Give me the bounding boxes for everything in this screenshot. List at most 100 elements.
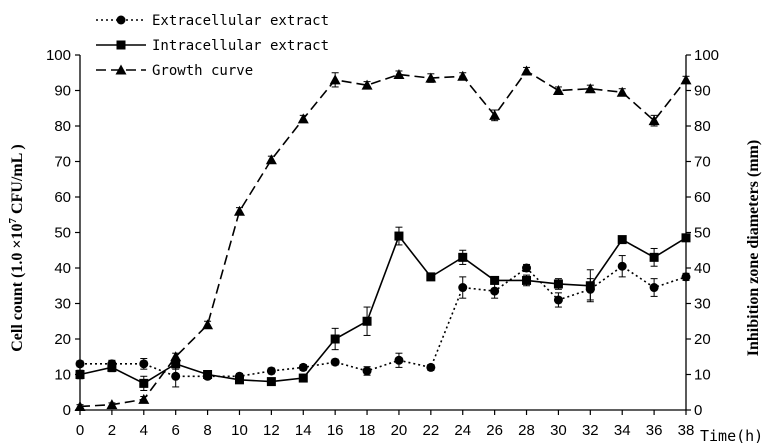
data-point bbox=[362, 316, 372, 326]
y-left-tick-label: 10 bbox=[54, 367, 71, 384]
y-right-tick-label: 60 bbox=[694, 189, 711, 206]
series-line bbox=[79, 234, 687, 385]
data-point bbox=[425, 72, 437, 83]
x-tick-label: 4 bbox=[140, 422, 148, 439]
x-tick-label: 36 bbox=[646, 422, 663, 439]
data-point bbox=[106, 399, 118, 410]
data-point bbox=[265, 154, 277, 165]
data-point bbox=[171, 359, 181, 369]
data-point bbox=[489, 109, 501, 120]
data-point bbox=[297, 113, 309, 124]
data-point bbox=[394, 231, 404, 241]
data-point bbox=[393, 69, 405, 80]
data-point bbox=[584, 83, 596, 94]
data-point bbox=[648, 115, 660, 126]
data-point bbox=[616, 86, 628, 97]
x-tick-label: 26 bbox=[486, 422, 503, 439]
ticks-layer: 0102030405060708090100010203040506070809… bbox=[46, 47, 719, 439]
series-line bbox=[80, 265, 687, 378]
data-point bbox=[139, 378, 149, 388]
y-left-tick-label: 50 bbox=[54, 225, 71, 242]
data-point bbox=[490, 286, 500, 296]
data-point bbox=[458, 283, 468, 293]
data-point bbox=[138, 393, 150, 404]
series-growth-curve bbox=[74, 65, 692, 411]
y-left-tick-label: 80 bbox=[54, 118, 71, 135]
data-point bbox=[426, 362, 436, 372]
x-tick-label: 38 bbox=[678, 422, 695, 439]
data-point bbox=[457, 70, 469, 81]
x-tick-label: 2 bbox=[108, 422, 116, 439]
data-point bbox=[362, 366, 372, 376]
data-point bbox=[75, 359, 85, 369]
x-tick-label: 18 bbox=[359, 422, 376, 439]
data-point bbox=[361, 79, 373, 90]
x-tick-label: 32 bbox=[582, 422, 599, 439]
legend: Extracellular extract Intracellular extra… bbox=[96, 13, 329, 79]
data-point bbox=[521, 65, 533, 76]
data-point bbox=[553, 295, 563, 305]
y-right-tick-label: 70 bbox=[694, 154, 711, 171]
data-point bbox=[458, 252, 468, 262]
y-right-tick-label: 20 bbox=[694, 331, 711, 348]
y-right-tick-label: 100 bbox=[694, 47, 719, 64]
data-point bbox=[522, 263, 532, 273]
x-tick-label: 0 bbox=[76, 422, 84, 439]
x-axis-title: Time(h) bbox=[700, 427, 763, 444]
data-point bbox=[681, 233, 691, 243]
x-tick-label: 10 bbox=[231, 422, 248, 439]
y-left-tick-label: 40 bbox=[54, 260, 71, 277]
data-point bbox=[680, 74, 692, 85]
data-point bbox=[330, 334, 340, 344]
data-point bbox=[298, 373, 308, 383]
data-point bbox=[266, 366, 276, 376]
legend-marker bbox=[115, 64, 127, 75]
x-tick-label: 20 bbox=[391, 422, 408, 439]
data-point bbox=[649, 252, 659, 262]
data-point bbox=[585, 284, 595, 294]
data-point bbox=[617, 261, 627, 271]
data-point bbox=[490, 275, 500, 285]
x-tick-label: 14 bbox=[295, 422, 312, 439]
y-left-tick-label: 30 bbox=[54, 296, 71, 313]
legend-entry-label: Extracellular extract bbox=[152, 13, 329, 29]
x-tick-label: 16 bbox=[327, 422, 344, 439]
legend-marker bbox=[116, 40, 126, 50]
data-point bbox=[203, 371, 213, 381]
data-point bbox=[617, 235, 627, 245]
x-tick-label: 24 bbox=[454, 422, 471, 439]
x-tick-label: 8 bbox=[203, 422, 211, 439]
series-line bbox=[79, 69, 687, 408]
data-point bbox=[234, 371, 244, 381]
data-point bbox=[330, 357, 340, 367]
y-axis-right-title: Inhibition zone diameters (mm) bbox=[745, 140, 762, 356]
y-left-tick-label: 90 bbox=[54, 83, 71, 100]
data-point bbox=[298, 362, 308, 372]
y-right-tick-label: 90 bbox=[694, 83, 711, 100]
data-point bbox=[522, 275, 532, 285]
data-point bbox=[681, 272, 691, 282]
y-right-tick-label: 40 bbox=[694, 260, 711, 277]
plot-frame bbox=[79, 55, 687, 411]
series-intracellular-extract bbox=[75, 226, 691, 391]
data-point bbox=[139, 359, 149, 369]
x-tick-label: 12 bbox=[263, 422, 280, 439]
y-left-tick-label: 60 bbox=[54, 189, 71, 206]
data-point bbox=[329, 74, 341, 85]
data-point bbox=[426, 272, 436, 282]
data-point bbox=[74, 400, 86, 411]
legend-entry-label: Growth curve bbox=[152, 63, 253, 79]
y-right-tick-label: 0 bbox=[694, 402, 702, 419]
y-right-tick-label: 80 bbox=[694, 118, 711, 135]
y-left-tick-label: 20 bbox=[54, 331, 71, 348]
series-layer bbox=[74, 65, 692, 411]
data-point bbox=[394, 355, 404, 365]
y-axis-left-title: Cell count (1.0 ×107 CFU/mL ) bbox=[7, 144, 26, 352]
y-right-tick-label: 30 bbox=[694, 296, 711, 313]
y-right-tick-label: 50 bbox=[694, 225, 711, 242]
x-tick-label: 22 bbox=[422, 422, 439, 439]
y-right-tick-label: 10 bbox=[694, 367, 711, 384]
y-left-tick-label: 100 bbox=[46, 47, 71, 64]
legend-marker bbox=[116, 15, 126, 25]
